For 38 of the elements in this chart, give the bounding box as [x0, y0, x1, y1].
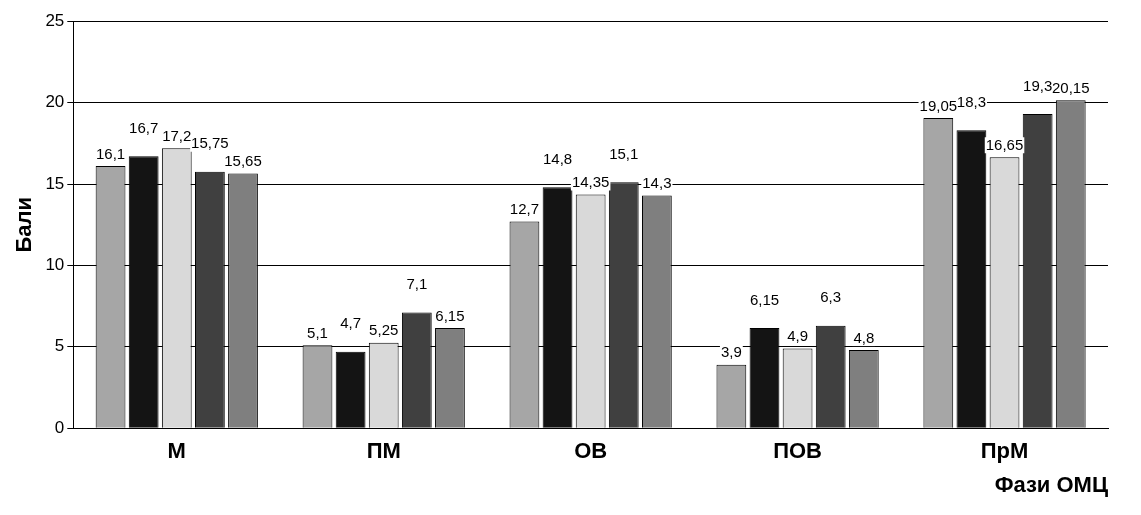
y-axis-title: Бали — [11, 196, 37, 253]
data-label: 15,1 — [609, 145, 639, 163]
data-label: 19,3 — [1023, 76, 1053, 94]
data-label: 6,15 — [749, 290, 780, 308]
data-label: 14,8 — [542, 149, 573, 167]
y-tick-label: 20 — [45, 92, 65, 112]
data-label: 14,35 — [571, 173, 610, 191]
data-label: 16,1 — [95, 144, 126, 162]
data-label: 7,1 — [406, 275, 428, 293]
y-tick-label: 25 — [45, 10, 65, 30]
data-label: 4,7 — [340, 314, 362, 332]
x-tick-label: ПрМ — [980, 438, 1029, 464]
data-label: 15,75 — [191, 134, 229, 152]
data-label: 20,15 — [1051, 78, 1090, 96]
data-label: 14,3 — [642, 174, 672, 192]
data-label: 6,3 — [820, 288, 842, 306]
x-tick-label: ПМ — [366, 438, 401, 464]
data-label: 4,9 — [787, 327, 809, 345]
data-label: 17,2 — [162, 126, 192, 144]
data-label: 12,7 — [509, 200, 540, 218]
data-label: 16,7 — [129, 118, 159, 136]
y-tick-label: 0 — [54, 417, 65, 437]
y-tick-label: 15 — [45, 173, 65, 193]
data-label: 19,05 — [919, 96, 958, 114]
data-label: 5,1 — [307, 323, 328, 341]
data-label: 6,15 — [435, 306, 465, 324]
data-label: 5,25 — [369, 321, 399, 339]
x-tick-label: ОВ — [574, 438, 608, 464]
x-tick-label: М — [167, 438, 186, 464]
y-tick-label: 5 — [54, 336, 65, 356]
data-label: 16,65 — [985, 135, 1024, 153]
data-label: 4,8 — [853, 328, 875, 346]
data-label: 18,3 — [956, 92, 987, 110]
data-label: 15,65 — [224, 152, 262, 170]
y-tick-label: 10 — [45, 255, 65, 275]
x-axis-title: Фази ОМЦ — [994, 471, 1108, 497]
data-label: 3,9 — [720, 343, 742, 361]
x-tick-label: ПОВ — [773, 438, 822, 464]
